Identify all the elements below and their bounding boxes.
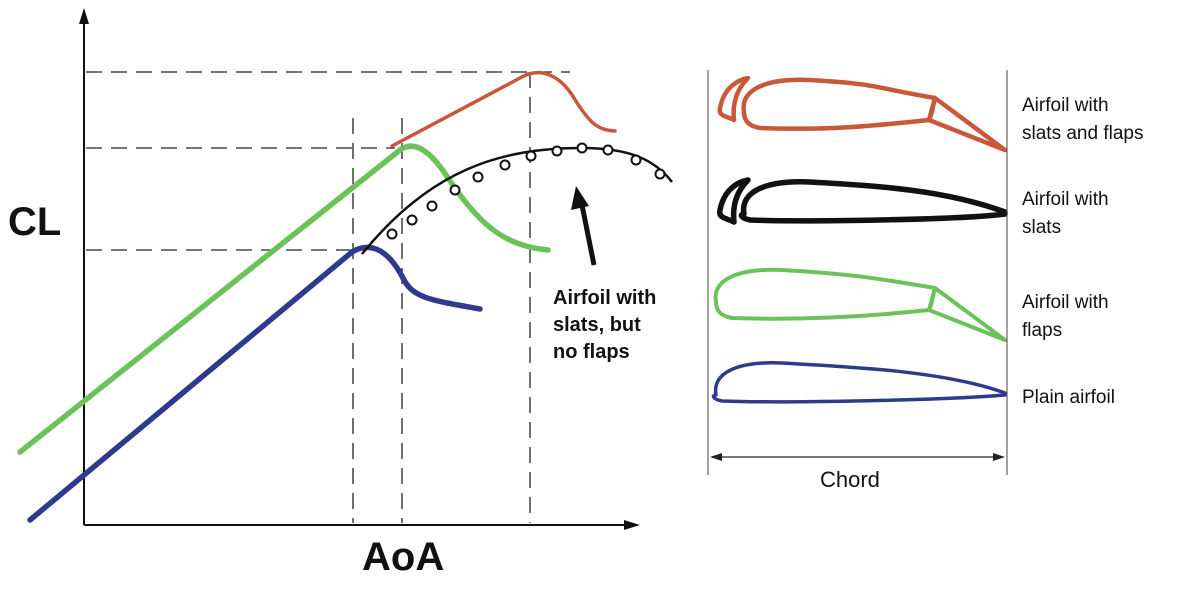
legend-line: flaps: [1022, 320, 1063, 341]
legend-line: Airfoil with: [1022, 292, 1109, 313]
airfoil-flaps-main: [713, 267, 937, 321]
airfoil-slats: [716, 177, 1008, 225]
annotation-arrow-shaft: [579, 204, 597, 266]
chord-arrow-left: [710, 453, 722, 461]
legend-slats: Airfoil with slats: [1022, 186, 1192, 242]
slats-curve-marker: [426, 200, 438, 212]
slats-curve-marker: [654, 168, 666, 180]
slats-curve-marker: [406, 214, 418, 226]
slats-curve-marker: [576, 142, 588, 154]
slats-curve-marker: [472, 171, 484, 183]
annotation-arrowhead: [571, 186, 589, 210]
x-axis-label: AoA: [362, 535, 445, 579]
flaps-curve: [17, 143, 551, 455]
slats-annotation: Airfoil with slats, but no flaps: [553, 285, 703, 366]
annotation-arrow: [571, 186, 597, 266]
x-axis-arrowhead: [624, 520, 640, 530]
slats-annotation-line: no flaps: [553, 341, 630, 363]
legend-line: slats and flaps: [1022, 123, 1144, 144]
slats-annotation-line: slats, but: [553, 314, 641, 336]
airfoil-slats-main: [738, 179, 1008, 224]
airfoil-slats-and-flaps-main: [741, 77, 938, 131]
plain-airfoil-curve: [27, 244, 483, 523]
slats-curve-marker: [449, 184, 461, 196]
legend-line: Airfoil with: [1022, 189, 1109, 210]
slats-curve-marker: [525, 150, 537, 162]
legend-line: Airfoil with: [1022, 95, 1109, 116]
axes: [79, 8, 640, 530]
slats-curve: [361, 146, 673, 255]
slats-curve-marker: [551, 145, 563, 157]
airfoil-sections: [711, 75, 1008, 404]
legend-flaps: Airfoil with flaps: [1022, 289, 1192, 345]
chord-dimension: [707, 70, 1008, 475]
slats-curve-marker: [602, 144, 614, 156]
slats-and-flaps-curve: [390, 70, 617, 148]
airfoil-plain: [711, 361, 1007, 404]
airfoil-plain-main: [711, 361, 1007, 404]
y-axis-label: CL: [8, 200, 62, 244]
y-axis-arrowhead: [79, 8, 89, 24]
chord-label: Chord: [820, 467, 880, 492]
airfoil-flaps: [713, 267, 1007, 342]
slats-annotation-line: Airfoil with: [553, 287, 657, 309]
lift-curves: [17, 70, 673, 523]
slats-curve-marker: [630, 154, 642, 166]
slat-curve-markers: [386, 142, 666, 240]
slats-curve-marker: [499, 159, 511, 171]
slats-curve-marker: [386, 228, 398, 240]
legend-line: slats: [1022, 217, 1062, 238]
airfoil-slats-and-flaps-flap: [926, 95, 1008, 153]
chord-arrow-right: [993, 453, 1005, 461]
airfoil-slats-and-flaps-slat: [717, 75, 751, 123]
airfoil-flaps-flap: [927, 286, 1007, 342]
airfoil-slats-and-flaps: [717, 75, 1008, 153]
legend-plain: Plain airfoil: [1022, 384, 1192, 412]
legend-line: Plain airfoil: [1022, 387, 1115, 408]
guide-lines: [86, 71, 570, 523]
legend-slats-and-flaps: Airfoil with slats and flaps: [1022, 92, 1192, 148]
airfoil-slats-slat: [716, 177, 751, 225]
